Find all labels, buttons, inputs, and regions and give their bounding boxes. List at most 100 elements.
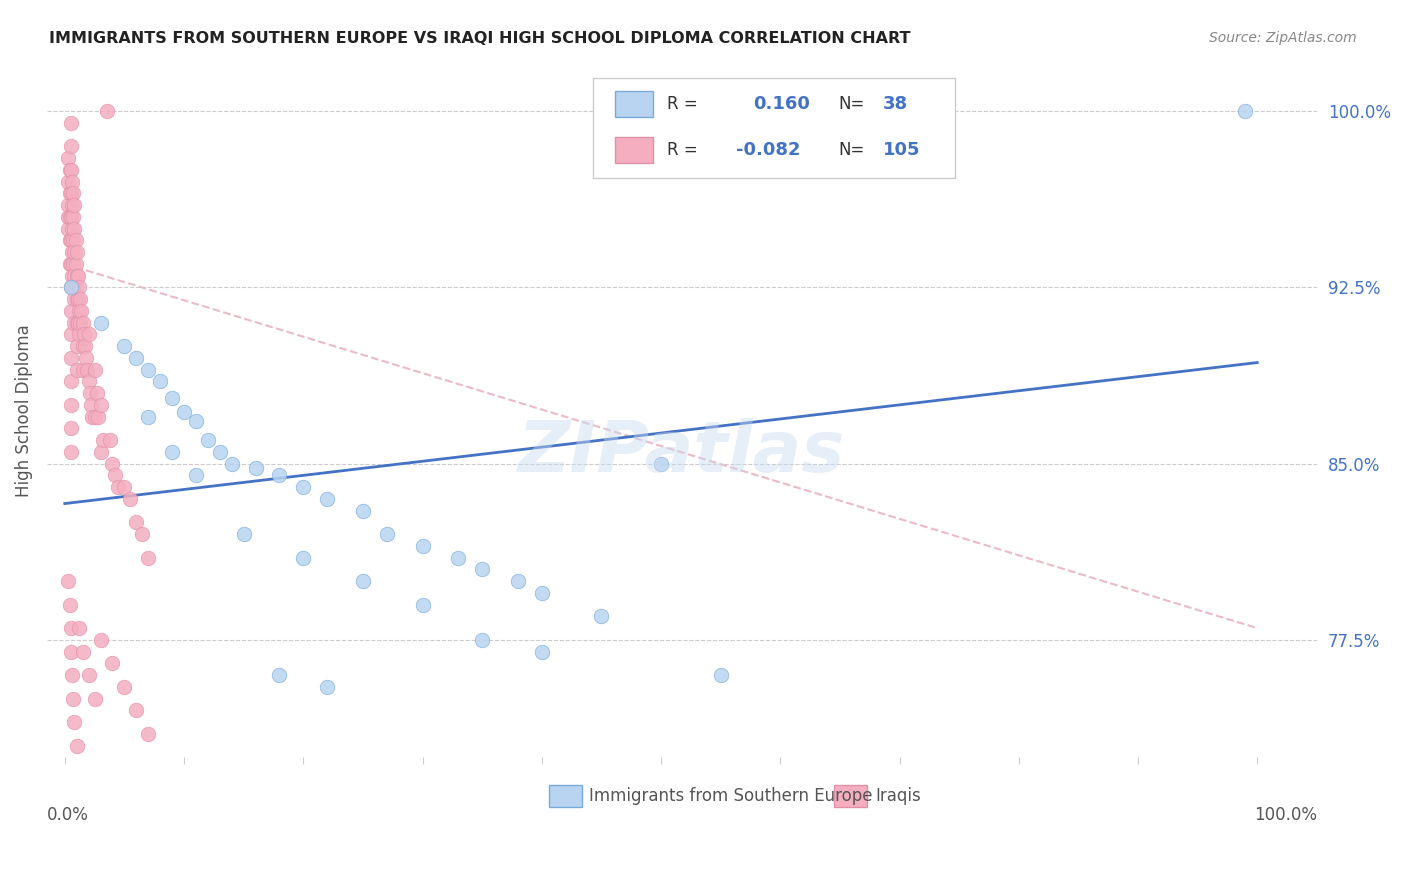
FancyBboxPatch shape bbox=[593, 78, 955, 178]
Point bbox=[66, 316, 89, 330]
Point bbox=[62, 186, 84, 201]
Text: Immigrants from Southern Europe: Immigrants from Southern Europe bbox=[589, 788, 873, 805]
Point bbox=[59, 621, 82, 635]
Point bbox=[60, 245, 83, 260]
Bar bbox=[834, 785, 868, 807]
Point bbox=[59, 421, 82, 435]
Text: R =: R = bbox=[666, 95, 697, 113]
Point bbox=[60, 668, 83, 682]
Point bbox=[58, 598, 80, 612]
Text: Iraqis: Iraqis bbox=[875, 788, 921, 805]
Point bbox=[173, 405, 195, 419]
Point bbox=[63, 198, 86, 212]
Point bbox=[104, 468, 127, 483]
Point bbox=[412, 598, 434, 612]
Point bbox=[58, 186, 80, 201]
Point bbox=[86, 386, 108, 401]
Point bbox=[160, 391, 183, 405]
Point bbox=[101, 457, 124, 471]
Point bbox=[63, 221, 86, 235]
Point bbox=[59, 351, 82, 365]
Point bbox=[72, 645, 94, 659]
Point bbox=[58, 574, 80, 588]
Point bbox=[149, 375, 172, 389]
Point bbox=[66, 245, 89, 260]
Point bbox=[63, 715, 86, 730]
Point bbox=[62, 280, 84, 294]
Point bbox=[112, 339, 135, 353]
Point bbox=[232, 527, 254, 541]
Point bbox=[87, 409, 110, 424]
Point bbox=[59, 257, 82, 271]
Point bbox=[125, 516, 148, 530]
Point bbox=[125, 351, 148, 365]
Point bbox=[59, 139, 82, 153]
Point bbox=[208, 445, 231, 459]
Point bbox=[80, 398, 103, 412]
Point bbox=[60, 175, 83, 189]
Point bbox=[59, 233, 82, 247]
Point bbox=[59, 162, 82, 177]
Point bbox=[73, 339, 96, 353]
Point bbox=[59, 375, 82, 389]
Point bbox=[83, 691, 105, 706]
Point bbox=[352, 574, 374, 588]
Text: N=: N= bbox=[838, 141, 865, 159]
Point bbox=[184, 468, 207, 483]
Point bbox=[316, 680, 339, 694]
Text: ZIPatlas: ZIPatlas bbox=[519, 417, 845, 487]
Bar bbox=[614, 136, 652, 163]
Point bbox=[77, 327, 100, 342]
Point bbox=[62, 233, 84, 247]
Point bbox=[67, 621, 90, 635]
Point bbox=[63, 292, 86, 306]
Text: -0.082: -0.082 bbox=[737, 141, 801, 159]
Point bbox=[66, 362, 89, 376]
Point bbox=[59, 327, 82, 342]
Point bbox=[59, 303, 82, 318]
Point bbox=[66, 316, 89, 330]
Text: IMMIGRANTS FROM SOUTHERN EUROPE VS IRAQI HIGH SCHOOL DIPLOMA CORRELATION CHART: IMMIGRANTS FROM SOUTHERN EUROPE VS IRAQI… bbox=[49, 31, 911, 46]
Point bbox=[221, 457, 243, 471]
Point bbox=[58, 221, 80, 235]
Point bbox=[73, 327, 96, 342]
Point bbox=[316, 491, 339, 506]
Point bbox=[59, 645, 82, 659]
Point bbox=[447, 550, 470, 565]
Text: R =: R = bbox=[666, 141, 697, 159]
Point bbox=[66, 292, 89, 306]
Point bbox=[70, 303, 93, 318]
Point bbox=[76, 362, 98, 376]
Point bbox=[65, 280, 87, 294]
Point bbox=[160, 445, 183, 459]
Text: 0.0%: 0.0% bbox=[46, 806, 89, 824]
Point bbox=[62, 691, 84, 706]
Point bbox=[530, 586, 553, 600]
Point bbox=[90, 316, 112, 330]
Point bbox=[197, 433, 219, 447]
Point bbox=[83, 362, 105, 376]
Point bbox=[66, 268, 89, 283]
Point bbox=[107, 480, 129, 494]
Point bbox=[506, 574, 529, 588]
Point bbox=[75, 351, 97, 365]
Text: N=: N= bbox=[838, 95, 865, 113]
Point bbox=[136, 727, 159, 741]
Point bbox=[131, 527, 153, 541]
Point bbox=[59, 398, 82, 412]
Point bbox=[65, 257, 87, 271]
Point bbox=[98, 433, 121, 447]
Point bbox=[58, 210, 80, 224]
Y-axis label: High School Diploma: High School Diploma bbox=[15, 325, 32, 497]
Point bbox=[82, 409, 104, 424]
Point bbox=[65, 233, 87, 247]
Point bbox=[269, 468, 291, 483]
Point bbox=[60, 221, 83, 235]
Point bbox=[77, 668, 100, 682]
Point bbox=[125, 703, 148, 717]
Point bbox=[530, 645, 553, 659]
Text: 100.0%: 100.0% bbox=[1254, 806, 1317, 824]
Point bbox=[72, 316, 94, 330]
Point bbox=[412, 539, 434, 553]
Point bbox=[91, 433, 114, 447]
